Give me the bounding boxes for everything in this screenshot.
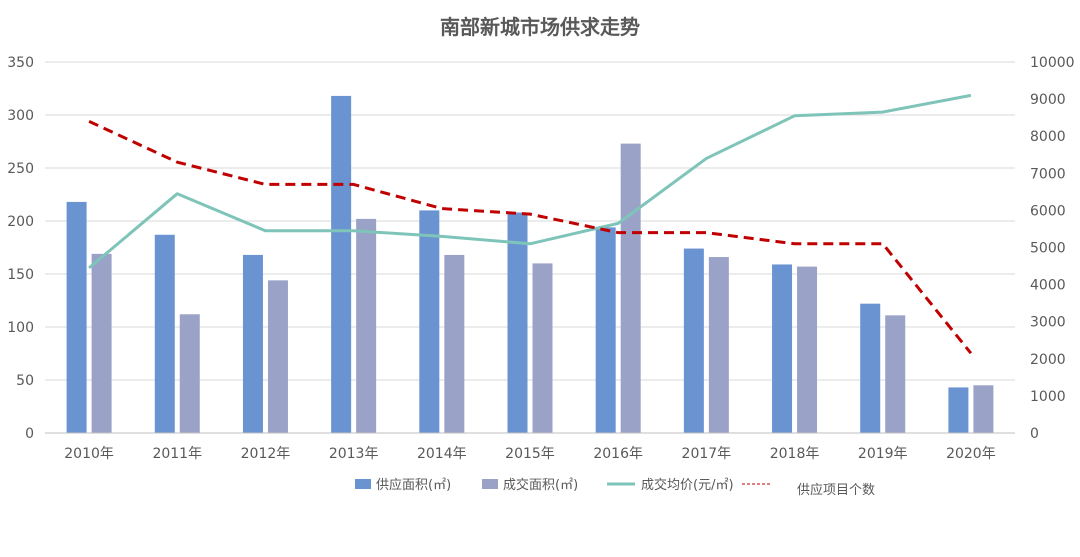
bar-deal-area (179, 314, 200, 433)
y-left-tick-label: 50 (16, 373, 34, 389)
y-left-tick-label: 0 (25, 426, 34, 442)
y-right-tick-label: 5000 (1030, 241, 1066, 257)
x-tick-label: 2014年 (417, 446, 467, 462)
x-tick-label: 2019年 (858, 446, 908, 462)
bar-deal-area (797, 266, 818, 433)
x-tick-label: 2013年 (329, 446, 379, 462)
y-right-tick-label: 10000 (1030, 55, 1075, 71)
y-left-tick-label: 100 (7, 320, 34, 336)
y-right-tick-label: 4000 (1030, 278, 1066, 294)
line-avg-price (88, 93, 972, 270)
legend-swatch (482, 479, 498, 489)
y-right-tick-label: 9000 (1030, 92, 1066, 108)
bar-supply-area (242, 254, 263, 433)
y-right-tick-label: 2000 (1030, 352, 1066, 368)
legend-label: 供应面积(㎡) (376, 477, 451, 493)
lines-layer (88, 93, 973, 355)
bar-supply-area (595, 227, 616, 433)
x-tick-label: 2015年 (505, 446, 555, 462)
legend-label: 供应项目个数 (797, 482, 875, 498)
bar-deal-area (444, 254, 465, 433)
bar-supply-area (948, 387, 969, 433)
legend-swatch (355, 479, 371, 489)
axis-layer: 0 50 100 150 200 250 300 350 0 1000 2000 3000 4000 50… (7, 55, 1074, 462)
bar-deal-area (973, 385, 994, 433)
bar-deal-area (620, 143, 641, 433)
y-right-tick-label: 7000 (1030, 166, 1066, 182)
line-supply-projects (88, 119, 973, 355)
bar-supply-area (154, 234, 175, 433)
y-right-tick-label: 6000 (1030, 203, 1066, 219)
x-tick-label: 2016年 (593, 446, 643, 462)
y-left-tick-label: 300 (7, 108, 34, 124)
x-tick-label: 2010年 (64, 446, 114, 462)
bar-deal-area (267, 280, 288, 433)
y-right-tick-label: 3000 (1030, 315, 1066, 331)
x-tick-label: 2017年 (682, 446, 732, 462)
legend-label: 成交面积(㎡) (503, 477, 578, 493)
bar-supply-area (683, 248, 704, 433)
bar-deal-area (91, 253, 112, 433)
chart-title: 南部新城市场供求走势 (440, 15, 640, 39)
y-right-tick-label: 0 (1030, 426, 1039, 442)
bar-deal-area (356, 218, 377, 433)
y-right-tick-label: 8000 (1030, 129, 1066, 145)
y-left-tick-label: 250 (7, 161, 34, 177)
y-right-tick-label: 1000 (1030, 389, 1066, 405)
legend-label: 成交均价(元/㎡) (641, 477, 734, 493)
bar-supply-area (419, 210, 440, 433)
chart-legend: 供应面积(㎡) 成交面积(㎡) 成交均价(元/㎡) 供应项目个数 (355, 477, 875, 498)
bar-supply-area (772, 264, 793, 433)
y-left-tick-label: 150 (7, 267, 34, 283)
y-left-tick-label: 200 (7, 214, 34, 230)
grid-layer (45, 61, 1015, 434)
bars-layer (66, 95, 994, 434)
bar-deal-area (532, 263, 553, 433)
y-left-tick-label: 350 (7, 55, 34, 71)
bar-supply-area (507, 212, 528, 433)
x-tick-label: 2020年 (946, 446, 996, 462)
bar-deal-area (885, 315, 906, 433)
x-tick-label: 2018年 (770, 446, 820, 462)
bar-supply-area (860, 303, 881, 433)
bar-supply-area (66, 201, 87, 433)
bar-deal-area (708, 257, 729, 433)
bar-supply-area (331, 95, 352, 434)
x-tick-label: 2012年 (241, 446, 291, 462)
x-tick-label: 2011年 (152, 446, 202, 462)
